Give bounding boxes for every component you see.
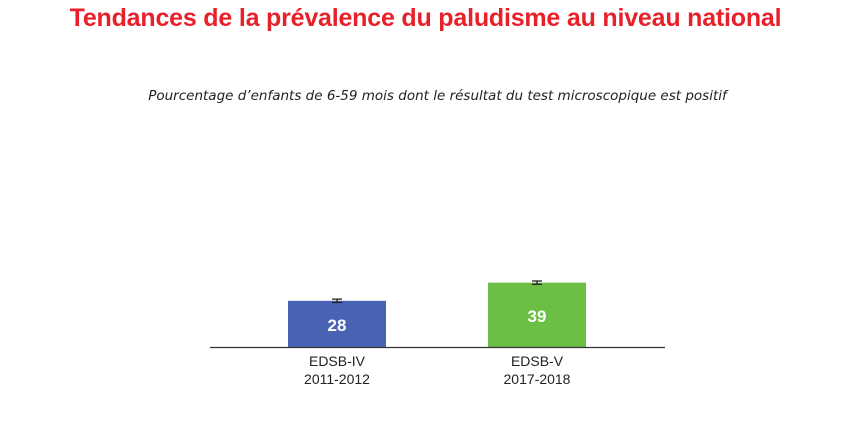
bar-edsb-v — [488, 282, 586, 347]
data-label: 39 — [528, 307, 547, 326]
x-tick-label-period: 2017-2018 — [504, 371, 571, 387]
chart-title: Tendances de la prévalence du paludisme … — [69, 4, 782, 32]
x-tick-label-period: 2011-2012 — [304, 371, 370, 387]
x-tick-label: EDSB-IV — [309, 353, 366, 369]
chart-subtitle: Pourcentage d’enfants de 6-59 mois dont … — [148, 88, 727, 104]
x-tick-label: EDSB-V — [511, 353, 564, 369]
data-label: 28 — [328, 316, 347, 335]
bar-edsb-iv — [288, 300, 386, 347]
